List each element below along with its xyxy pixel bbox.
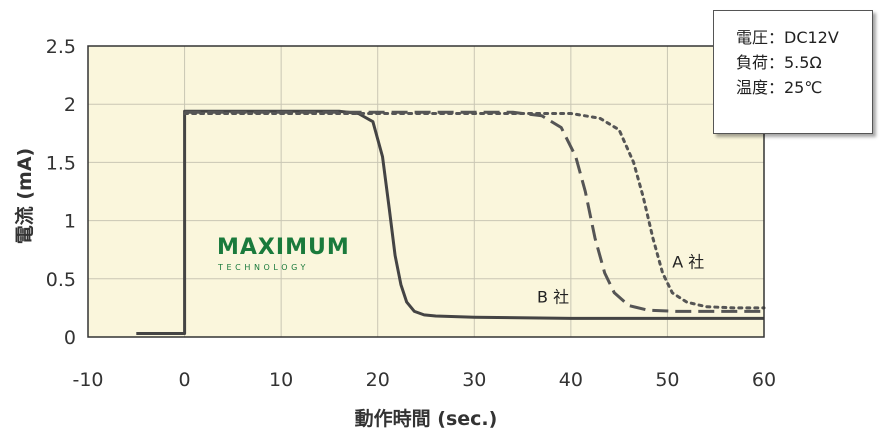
y-tick-label: 2 [64,94,76,116]
y-tick-label: 1 [64,211,76,233]
x-axis-title: 動作時間 (sec.) [355,407,498,430]
series-annotations: A 社 B 社 [537,252,704,306]
x-tick-label: -10 [72,369,103,391]
plot-area [88,46,764,337]
condition-voltage: 電圧：DC12V [736,28,839,47]
maximum-technology-logo: MAXIMUM TECHNOLOGY [217,235,350,272]
x-tick-label: 30 [462,369,486,391]
series-annotation-label: B 社 [537,287,569,306]
condition-load: 負荷：5.5Ω [736,53,822,72]
series-line-c [184,110,764,313]
x-tick-label: 40 [559,369,583,391]
logo-sub-text: TECHNOLOGY [217,263,309,272]
x-tick-labels: -10 0 10 20 30 40 50 60 [72,369,776,391]
series-layer [136,109,766,335]
x-tick-label: 60 [752,369,776,391]
y-tick-labels: 0 0.5 1 1.5 2 2.5 [46,36,76,349]
y-tick-label: 1.5 [46,152,76,174]
series-line-a [183,112,766,310]
logo-main-text: MAXIMUM [217,235,350,260]
y-axis-title: 電流 (mA) [13,148,36,245]
y-tick-label: 0 [64,327,76,349]
x-tick-label: 50 [655,369,679,391]
series-annotation-label: A 社 [672,252,704,271]
y-tick-label: 2.5 [46,36,76,58]
x-tick-label: 20 [366,369,390,391]
test-conditions-box: 電圧：DC12V 負荷：5.5Ω 温度：25℃ [713,10,873,134]
condition-temperature: 温度：25℃ [736,78,823,97]
plot-frame [87,45,765,338]
y-tick-label: 0.5 [46,269,76,291]
x-tick-label: 0 [179,369,191,391]
x-tick-label: 10 [269,369,293,391]
